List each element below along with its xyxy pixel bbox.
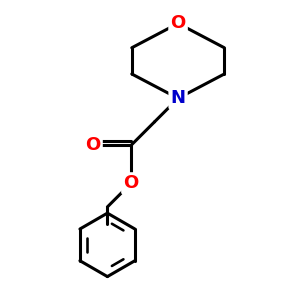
Text: O: O <box>123 174 139 192</box>
Text: N: N <box>171 89 186 107</box>
Text: O: O <box>85 136 100 154</box>
Text: O: O <box>170 14 186 32</box>
